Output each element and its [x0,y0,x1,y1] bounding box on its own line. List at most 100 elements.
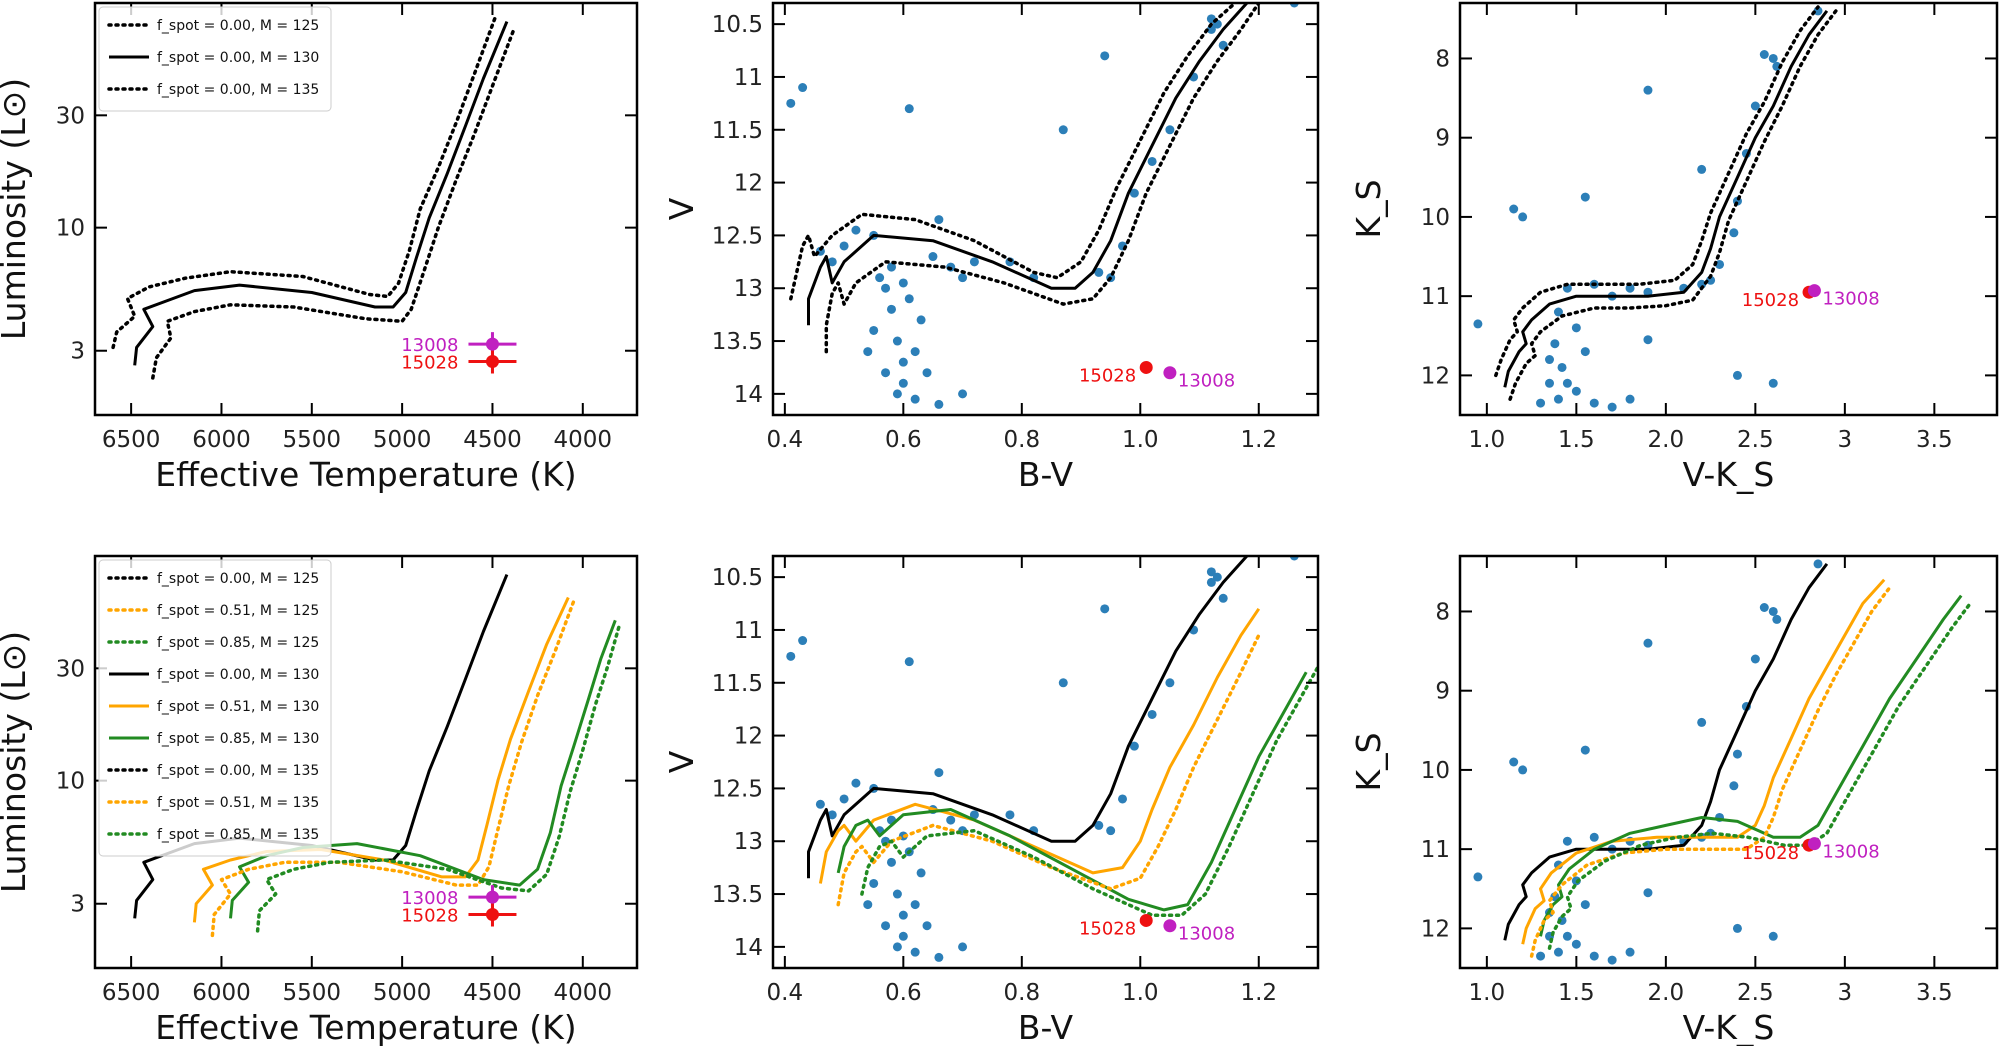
y-axis-label: V [662,197,701,220]
cluster-star-point [1562,378,1572,388]
y-tick-label: 10.5 [712,12,763,38]
cluster-star-point [798,636,808,646]
y-tick-label: 30 [56,103,85,129]
target-star-label: 15028 [1742,290,1799,311]
cluster-star-point [1580,900,1590,910]
isochrone-line [133,21,509,366]
y-tick-label: 10 [1421,205,1450,231]
cluster-star-point [851,778,861,788]
cluster-star-point [910,947,920,957]
target-star-15028 [1139,913,1153,927]
cluster-star-point [910,347,920,357]
isochrone-line [807,556,1249,879]
cluster-star-point [1625,947,1635,957]
isochrone-line [111,13,498,350]
y-tick-label: 11.5 [712,118,763,144]
cluster-star-point [1545,378,1554,388]
y-axis-label: Luminosity (L⊙) [0,78,33,340]
target-star-13008 [485,337,499,351]
y-tick-label: 8 [1435,599,1450,625]
x-tick-label: 1.5 [1558,427,1595,453]
target-star-13008 [1163,919,1177,933]
cluster-star-point [934,952,944,962]
cluster-star-point [958,273,968,283]
cluster-star-point [958,942,968,952]
cluster-star-point [892,389,902,399]
y-tick-label: 11 [1421,837,1450,863]
cluster-star-point [904,104,914,114]
cluster-star-point [1732,370,1742,380]
cluster-star-point [851,225,861,235]
legend-entry-label: f_spot = 0.00, M = 125 [157,18,319,34]
y-tick-label: 13 [734,829,763,855]
cluster-star-point [1094,820,1104,830]
y-tick-label: 30 [56,656,85,682]
cluster-star-point [1607,402,1617,412]
cluster-star-point [1589,832,1599,842]
y-axis-label: K_S [1349,732,1388,791]
cluster-star-point [1768,931,1778,941]
cluster-star-point [815,799,825,809]
cluster-star-point [869,325,879,335]
cluster-star-point [1553,947,1563,957]
cluster-star-point [1625,394,1635,404]
y-tick-label: 9 [1435,679,1450,705]
cluster-star-point [969,810,979,820]
y-tick-label: 12 [734,171,763,197]
legend-box [98,559,332,857]
x-axis-label: B-V [1018,455,1074,494]
cluster-star-point [863,347,873,357]
y-tick-label: 11 [734,65,763,91]
target-star-label: 13008 [1822,842,1879,863]
cluster-star-point [1571,939,1581,949]
axes-frame [771,554,1320,970]
axes-frame [1458,554,1999,970]
isochrone-line [836,671,1308,912]
target-star-label: 15028 [401,906,458,927]
cluster-star-point [1729,781,1739,791]
y-axis-label: V [662,750,701,773]
x-tick-label: 0.4 [767,980,804,1006]
isochrone-line [1539,594,1963,937]
isochrone-line [1529,585,1892,958]
cluster-star-point [827,257,837,267]
cluster-star-point [881,283,891,293]
y-tick-label: 3 [70,892,85,918]
cluster-star-point [1571,386,1581,396]
x-axis-label: V-K_S [1683,1008,1775,1046]
x-tick-label: 0.6 [885,427,922,453]
cluster-star-point [881,368,891,378]
isochrone-line [1521,578,1886,945]
cluster-star-point [1218,593,1228,603]
y-tick-label: 10 [56,769,85,795]
y-tick-label: 13.5 [712,882,763,908]
legend: f_spot = 0.00, M = 125 f_spot = 0.51, M =… [98,559,332,857]
x-tick-label: 5000 [373,427,432,453]
cluster-star-point [1058,678,1068,688]
cluster-star-point [1697,717,1707,727]
cluster-star-point [1118,794,1128,804]
y-tick-label: 9 [1435,126,1450,152]
cluster-star-point [1557,362,1567,372]
x-tick-label: 6000 [192,980,251,1006]
target-star-13008 [485,890,499,904]
axes-frame [771,1,1320,417]
cluster-star-point [898,357,908,367]
cluster-star-point [969,257,979,267]
x-tick-label: 3 [1838,427,1853,453]
x-tick-label: 1.2 [1240,427,1277,453]
cluster-star-point [904,657,914,667]
cluster-star-point [869,878,879,888]
cluster-star-point [875,273,885,283]
cluster-star-point [1768,378,1778,388]
cluster-star-point [1580,192,1590,202]
cluster-star-point [1643,85,1653,95]
cluster-star-point [1106,826,1116,836]
legend-entry-label: f_spot = 0.00, M = 130 [157,50,319,66]
cluster-star-point [1165,678,1175,688]
y-tick-label: 10 [56,216,85,242]
cluster-star-point [1553,394,1563,404]
cluster-star-point [1697,164,1707,174]
cluster-star-point [922,921,932,931]
